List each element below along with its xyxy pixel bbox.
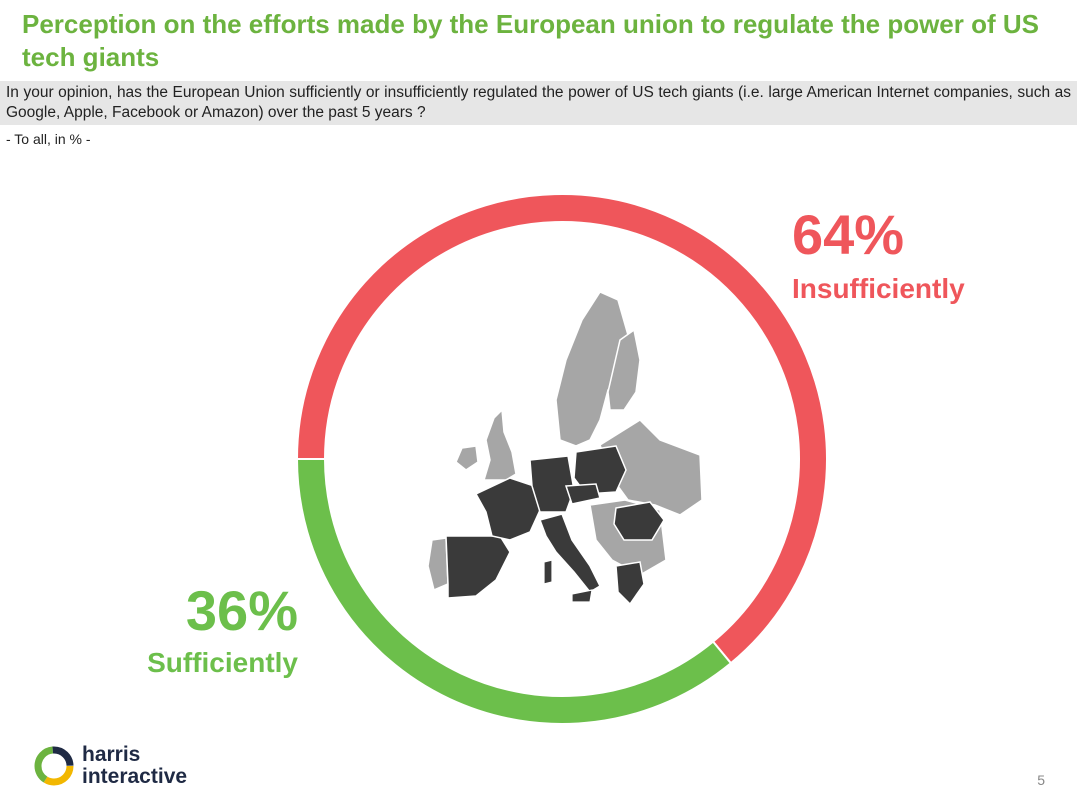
page-title: Perception on the efforts made by the Eu… xyxy=(22,9,1039,72)
harris-interactive-logo-icon xyxy=(34,746,74,786)
donut-slice-sufficiently xyxy=(295,458,733,725)
survey-question: In your opinion, has the European Union … xyxy=(0,81,1077,125)
logo-line-1: harris xyxy=(82,743,141,766)
sufficiently-value-label: 36% xyxy=(186,579,298,642)
europe-map-image xyxy=(427,291,703,606)
donut-slice-insufficiently xyxy=(295,193,828,665)
logo-line-2: interactive xyxy=(82,765,188,788)
insufficiently-value-label: 64% xyxy=(792,203,904,266)
donut-slices xyxy=(295,193,828,725)
logo-text: harris interactive xyxy=(82,744,187,788)
sufficiently-category-label: Sufficiently xyxy=(147,647,298,678)
insufficiently-category-label: Insufficiently xyxy=(792,273,965,304)
survey-base: - To all, in % - xyxy=(6,131,91,147)
page-number: 5 xyxy=(1037,772,1045,788)
